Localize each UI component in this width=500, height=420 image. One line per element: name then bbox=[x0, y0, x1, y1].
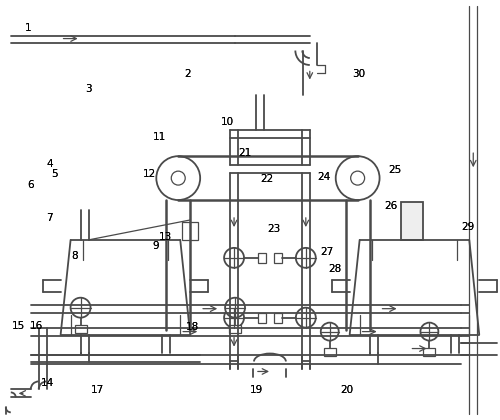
Circle shape bbox=[350, 171, 364, 185]
Text: 12: 12 bbox=[142, 169, 156, 179]
Text: 13: 13 bbox=[158, 232, 172, 242]
Circle shape bbox=[321, 323, 338, 341]
Text: 9: 9 bbox=[152, 241, 158, 251]
Bar bbox=[424, 347, 436, 355]
Text: 7: 7 bbox=[46, 213, 52, 223]
Text: 2: 2 bbox=[184, 69, 191, 79]
Text: 4: 4 bbox=[46, 159, 53, 169]
Text: 24: 24 bbox=[317, 171, 330, 181]
Text: 5: 5 bbox=[51, 169, 58, 179]
Text: 23: 23 bbox=[268, 224, 280, 234]
Text: 22: 22 bbox=[260, 173, 273, 184]
Text: 26: 26 bbox=[384, 201, 397, 211]
Text: 1: 1 bbox=[25, 23, 32, 33]
Bar bbox=[258, 253, 266, 263]
Circle shape bbox=[296, 308, 316, 328]
Text: 14: 14 bbox=[40, 378, 54, 388]
Text: 27: 27 bbox=[320, 247, 334, 257]
Bar bbox=[74, 325, 86, 333]
Text: 12: 12 bbox=[142, 169, 156, 179]
Text: 15: 15 bbox=[12, 321, 26, 331]
Text: 1: 1 bbox=[25, 23, 32, 33]
Circle shape bbox=[296, 248, 316, 268]
Bar bbox=[182, 222, 198, 240]
Text: 25: 25 bbox=[388, 165, 401, 175]
Text: 28: 28 bbox=[328, 264, 342, 273]
Text: 3: 3 bbox=[84, 84, 91, 94]
Text: 28: 28 bbox=[328, 264, 342, 273]
Text: 5: 5 bbox=[51, 169, 58, 179]
Text: 13: 13 bbox=[158, 232, 172, 242]
Circle shape bbox=[225, 298, 245, 318]
Bar bbox=[274, 253, 282, 263]
Bar bbox=[258, 312, 266, 323]
Text: 20: 20 bbox=[340, 385, 353, 395]
Text: 16: 16 bbox=[30, 321, 44, 331]
Text: 9: 9 bbox=[152, 241, 158, 251]
Text: 3: 3 bbox=[84, 84, 91, 94]
Text: 2: 2 bbox=[184, 69, 191, 79]
Bar bbox=[229, 325, 241, 333]
Text: 18: 18 bbox=[186, 322, 200, 332]
Text: 6: 6 bbox=[28, 180, 34, 190]
Text: 30: 30 bbox=[352, 69, 365, 79]
Text: 19: 19 bbox=[250, 385, 263, 395]
Text: 11: 11 bbox=[152, 132, 166, 142]
Text: 10: 10 bbox=[221, 117, 234, 127]
Text: 29: 29 bbox=[462, 222, 475, 232]
Text: 14: 14 bbox=[40, 378, 54, 388]
Circle shape bbox=[224, 248, 244, 268]
Text: 19: 19 bbox=[250, 385, 263, 395]
Circle shape bbox=[70, 298, 90, 318]
Text: 4: 4 bbox=[46, 159, 53, 169]
Text: 8: 8 bbox=[72, 251, 78, 261]
Text: 16: 16 bbox=[30, 321, 44, 331]
Text: 10: 10 bbox=[221, 117, 234, 127]
Text: 25: 25 bbox=[388, 165, 401, 175]
Circle shape bbox=[156, 156, 200, 200]
Text: 17: 17 bbox=[90, 385, 104, 395]
Text: 20: 20 bbox=[340, 385, 353, 395]
Circle shape bbox=[224, 308, 244, 328]
Circle shape bbox=[420, 323, 438, 341]
Bar bbox=[324, 347, 336, 355]
Text: 23: 23 bbox=[268, 224, 280, 234]
Text: 24: 24 bbox=[317, 171, 330, 181]
Text: 17: 17 bbox=[90, 385, 104, 395]
Text: 26: 26 bbox=[384, 201, 397, 211]
Text: 15: 15 bbox=[12, 321, 26, 331]
Text: 21: 21 bbox=[238, 149, 252, 158]
Text: 11: 11 bbox=[152, 132, 166, 142]
Bar bbox=[402, 202, 423, 240]
Text: 29: 29 bbox=[462, 222, 475, 232]
Text: 30: 30 bbox=[352, 69, 365, 79]
Text: 8: 8 bbox=[72, 251, 78, 261]
Circle shape bbox=[336, 156, 380, 200]
Text: 21: 21 bbox=[238, 149, 252, 158]
Text: 7: 7 bbox=[46, 213, 52, 223]
Text: 27: 27 bbox=[320, 247, 334, 257]
Bar bbox=[274, 312, 282, 323]
Text: 22: 22 bbox=[260, 173, 273, 184]
Circle shape bbox=[172, 171, 185, 185]
Text: 6: 6 bbox=[28, 180, 34, 190]
Text: 18: 18 bbox=[186, 322, 200, 332]
